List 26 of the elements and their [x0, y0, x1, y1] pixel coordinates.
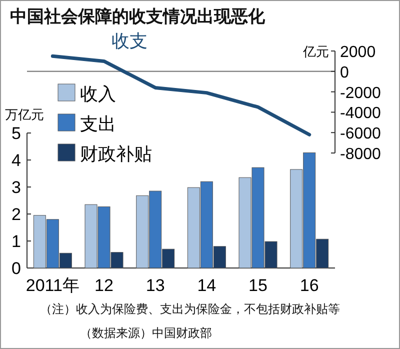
legend-label: 财政补贴	[80, 144, 152, 164]
series-label: 收支	[112, 31, 148, 51]
y-tick-label: 4	[12, 151, 21, 170]
y-tick-label: 2	[12, 205, 21, 224]
y-tick-label: 2000	[340, 44, 376, 61]
y-tick-label: -2000	[340, 84, 382, 102]
y-tick-label: 0	[340, 64, 349, 82]
legend-label: 支出	[80, 114, 116, 134]
chart-title: 中国社会保障的收支情况出现恶化	[10, 7, 266, 26]
y-axis-title: 亿元	[302, 44, 329, 59]
y-tick-label: 1	[12, 232, 21, 251]
legend-label: 收入	[80, 84, 116, 104]
y-tick-label: 5	[12, 124, 21, 143]
x-tick-label: 14	[197, 276, 216, 295]
x-tick-label: 12	[94, 276, 114, 295]
y-tick-label: -4000	[340, 105, 382, 122]
x-tick-label: 16	[300, 276, 319, 295]
y-tick-label: -6000	[340, 126, 382, 143]
y-axis-title: 万亿元	[5, 107, 44, 122]
y-tick-label: -8000	[340, 146, 382, 163]
y-tick-label: 0	[12, 259, 21, 278]
y-tick-label: 3	[12, 178, 21, 197]
x-tick-label: 15	[248, 276, 268, 295]
x-tick-label: 13	[146, 276, 165, 295]
text: （注）收入为保险费、支出为保险金，不包括财政补贴等（数据来源）中国财政部	[40, 301, 341, 342]
x-tick-label: 2011年	[26, 276, 80, 295]
